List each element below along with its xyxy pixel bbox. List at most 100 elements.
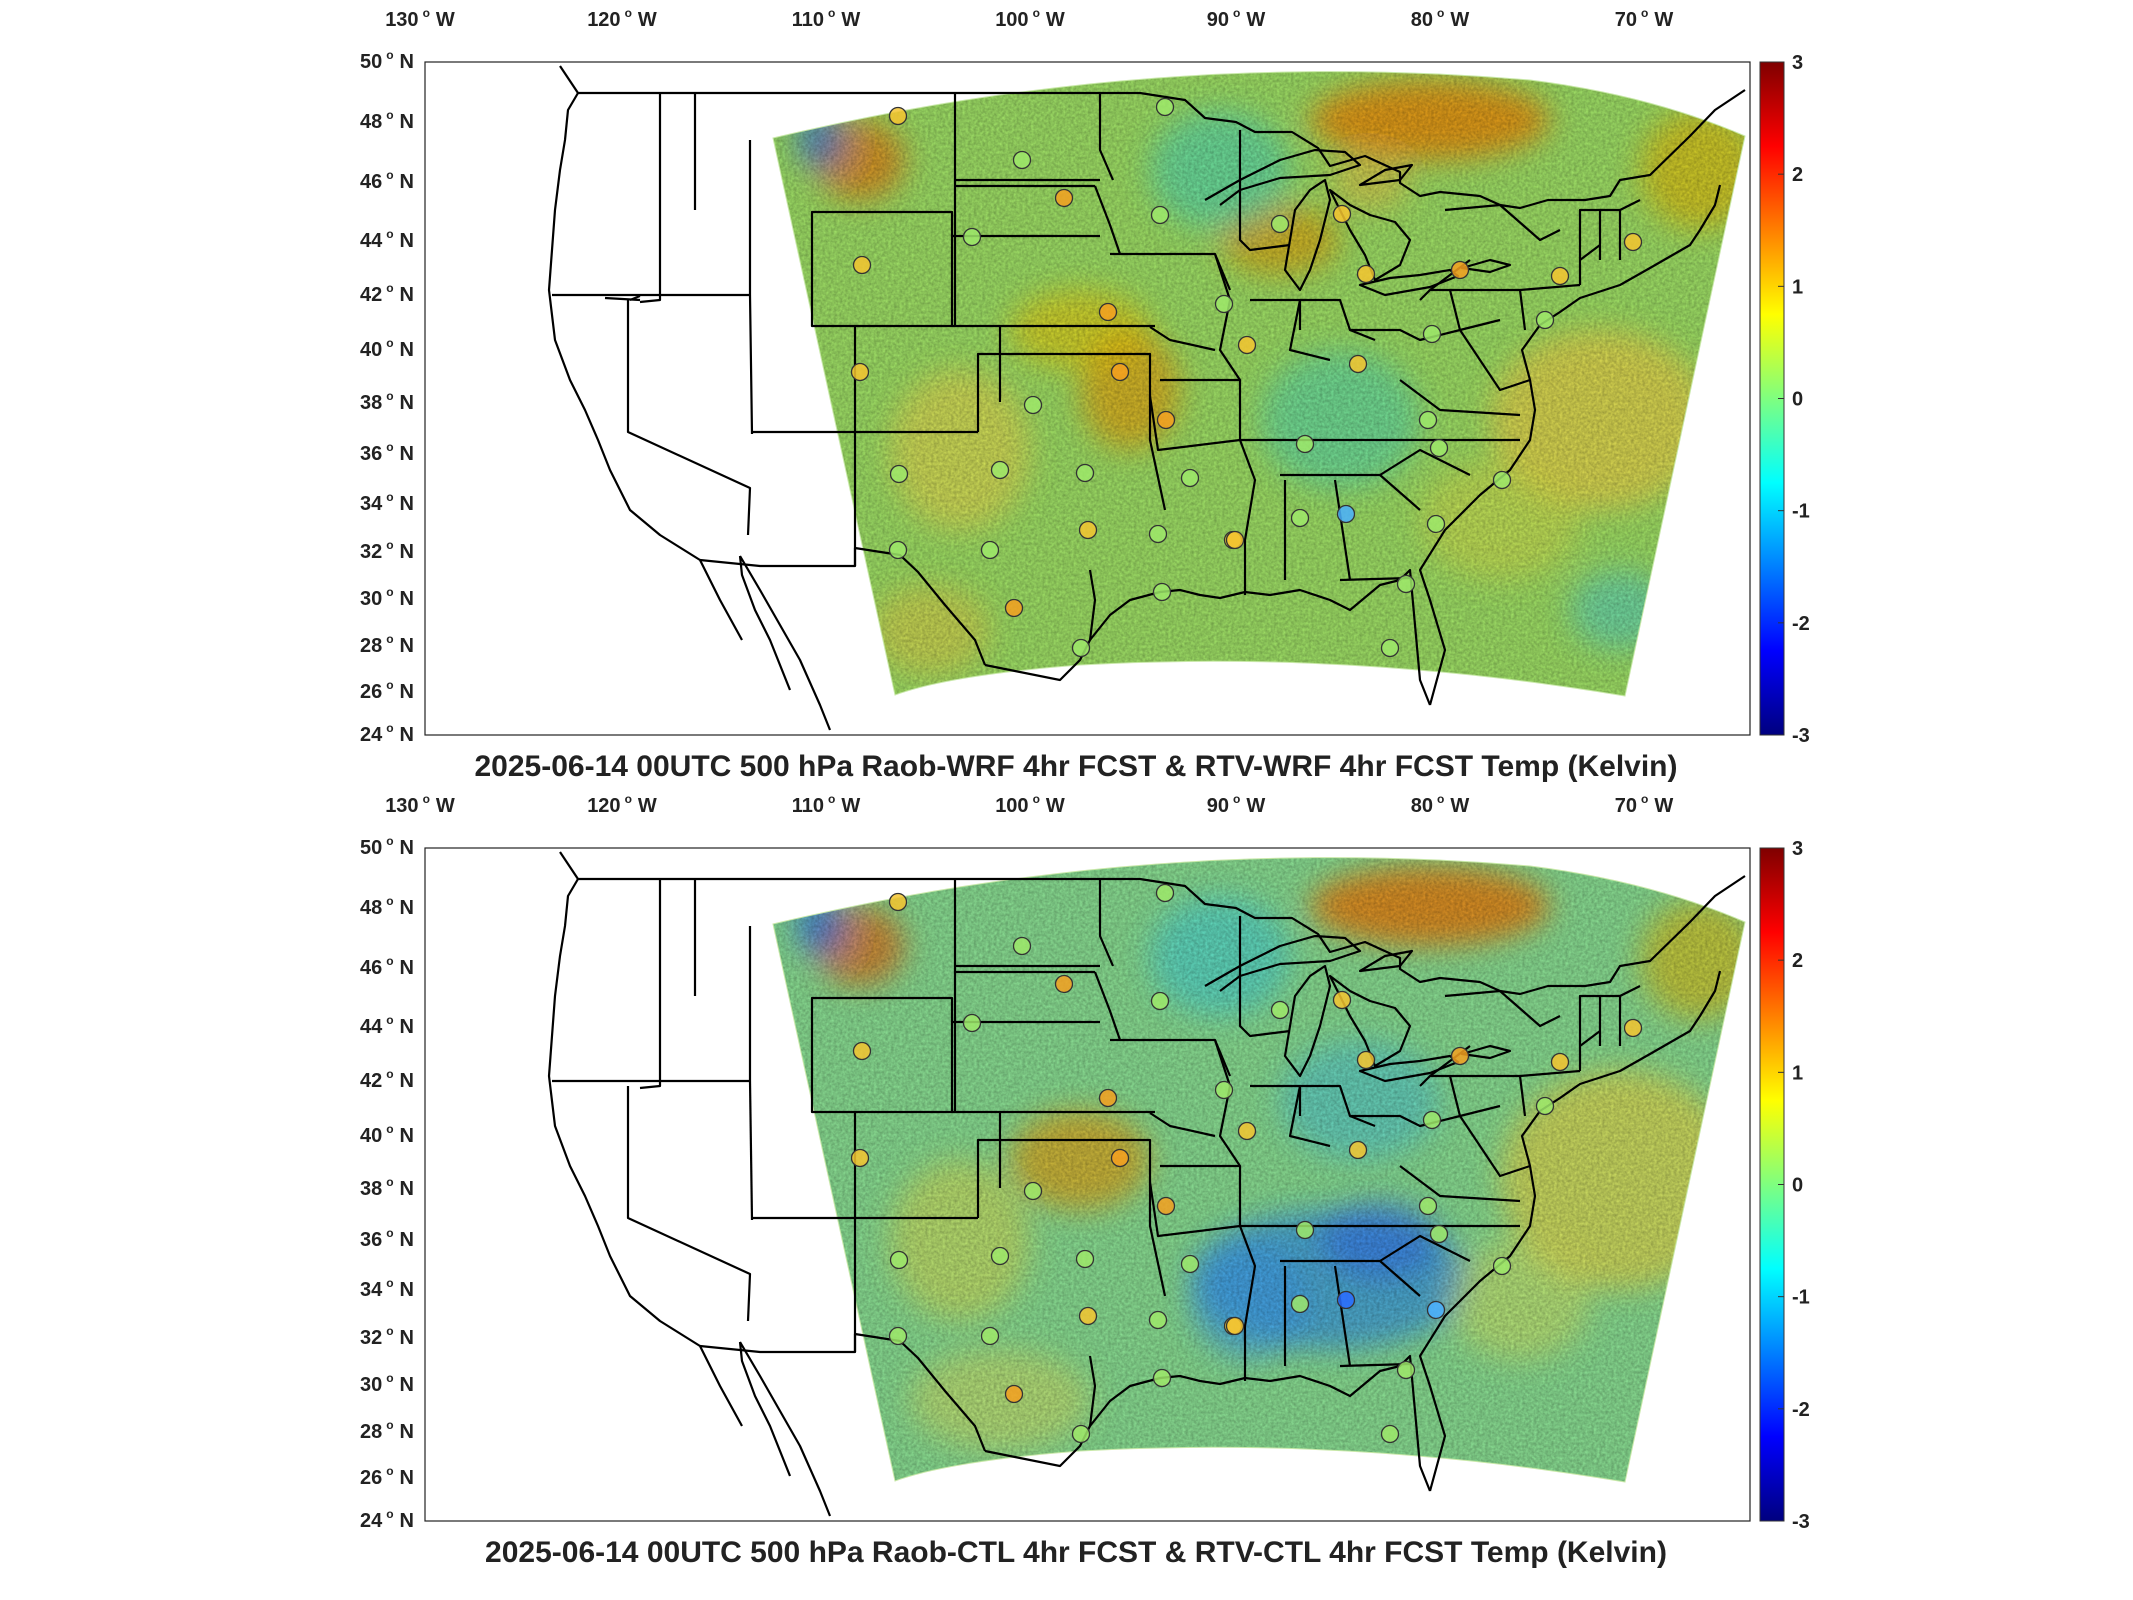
latitude-tick-label: 38 o N xyxy=(360,389,414,414)
raob-stations xyxy=(850,97,1643,658)
latitude-tick-label: 34 o N xyxy=(360,490,414,515)
raob-station-marker xyxy=(1336,504,1356,524)
latitude-tick-label: 28 o N xyxy=(360,632,414,657)
raob-station-marker xyxy=(850,1148,870,1168)
raob-station-marker xyxy=(1110,1148,1130,1168)
latitude-tick-label: 32 o N xyxy=(360,1324,414,1349)
raob-station-marker xyxy=(1396,1360,1416,1380)
longitude-tick-label: 120 o W xyxy=(587,792,657,817)
raob-station-marker xyxy=(1550,266,1570,286)
latitude-tick-label: 28 o N xyxy=(360,1418,414,1443)
raob-station-marker xyxy=(1356,1050,1376,1070)
longitude-ticks: 130 o W 120 o W 110 o W 100 o W 90 o W 80 o W 70 o W xyxy=(385,792,1673,817)
latitude-tick-label: 38 o N xyxy=(360,1175,414,1200)
raob-station-marker xyxy=(1422,324,1442,344)
longitude-ticks: 130 o W 120 o W 110 o W 100 o W 90 o W 80 o W 70 o W xyxy=(385,6,1673,31)
raob-station-marker xyxy=(1148,524,1168,544)
raob-station-marker xyxy=(1023,395,1043,415)
raob-station-marker xyxy=(1450,260,1470,280)
raob-station-marker xyxy=(1214,1080,1234,1100)
raob-station-marker xyxy=(1054,974,1074,994)
colorbar-tick-label: -2 xyxy=(1792,1399,1810,1421)
raob-station-marker xyxy=(1078,520,1098,540)
latitude-tick-label: 46 o N xyxy=(360,168,414,193)
latitude-ticks: 50 o N 48 o N 46 o N 44 o N 42 o N 40 o N 38 o N 36 o N 34 o N 32 o N… xyxy=(360,834,414,1532)
longitude-tick-label: 70 o W xyxy=(1615,792,1674,817)
raob-station-marker xyxy=(980,540,1000,560)
longitude-tick-label: 120 o W xyxy=(587,6,657,31)
raob-station-marker xyxy=(1214,294,1234,314)
raob-station-marker xyxy=(1071,638,1091,658)
raob-station-marker xyxy=(1075,1249,1095,1269)
raob-station-marker xyxy=(1492,1256,1512,1276)
raob-station-marker xyxy=(888,892,908,912)
raob-station-marker xyxy=(1004,1384,1024,1404)
latitude-tick-label: 36 o N xyxy=(360,440,414,465)
colorbar-tick-label: -2 xyxy=(1792,613,1810,635)
raob-station-marker xyxy=(1156,410,1176,430)
raob-station-marker xyxy=(1110,362,1130,382)
raob-station-marker xyxy=(888,1326,908,1346)
raob-station-marker xyxy=(852,1041,872,1061)
latitude-tick-label: 50 o N xyxy=(360,48,414,73)
raob-station-marker xyxy=(1237,335,1257,355)
raob-station-marker xyxy=(1623,232,1643,252)
latitude-tick-label: 42 o N xyxy=(360,281,414,306)
raob-station-marker xyxy=(852,255,872,275)
raob-station-marker xyxy=(850,362,870,382)
raob-station-marker xyxy=(1356,264,1376,284)
raob-station-marker xyxy=(1075,463,1095,483)
temperature-difference-field xyxy=(773,857,1745,1482)
raob-station-marker xyxy=(1152,1368,1172,1388)
raob-station-marker xyxy=(888,540,908,560)
colorbar-tick-label: -1 xyxy=(1792,1287,1810,1309)
raob-station-marker xyxy=(962,227,982,247)
raob-station-marker xyxy=(1623,1018,1643,1038)
raob-station-marker xyxy=(1071,1424,1091,1444)
latitude-tick-label: 48 o N xyxy=(360,894,414,919)
longitude-tick-label: 90 o W xyxy=(1207,792,1266,817)
raob-station-marker xyxy=(1336,1290,1356,1310)
longitude-tick-label: 100 o W xyxy=(995,792,1065,817)
longitude-tick-label: 130 o W xyxy=(385,6,455,31)
raob-station-marker xyxy=(1332,990,1352,1010)
longitude-tick-label: 100 o W xyxy=(995,6,1065,31)
longitude-tick-label: 70 o W xyxy=(1615,6,1674,31)
raob-station-marker xyxy=(1380,1424,1400,1444)
axes-frame xyxy=(424,61,1751,736)
longitude-tick-label: 130 o W xyxy=(385,792,455,817)
raob-station-marker xyxy=(990,1246,1010,1266)
raob-station-marker xyxy=(1550,1052,1570,1072)
latitude-tick-label: 30 o N xyxy=(360,1371,414,1396)
latitude-tick-label: 44 o N xyxy=(360,227,414,252)
raob-station-marker xyxy=(1156,1196,1176,1216)
raob-station-marker xyxy=(1098,302,1118,322)
raob-station-marker xyxy=(1290,1294,1310,1314)
raob-station-marker xyxy=(1429,1224,1449,1244)
temperature-difference-field xyxy=(773,71,1745,696)
latitude-tick-label: 30 o N xyxy=(360,585,414,610)
raob-station-marker xyxy=(1155,97,1175,117)
raob-station-marker xyxy=(1426,514,1446,534)
raob-station-marker xyxy=(889,464,909,484)
raob-station-marker xyxy=(1225,530,1245,550)
latitude-tick-label: 48 o N xyxy=(360,108,414,133)
raob-station-marker xyxy=(1004,598,1024,618)
raob-station-marker xyxy=(1155,883,1175,903)
raob-station-marker xyxy=(962,1013,982,1033)
raob-station-marker xyxy=(1054,188,1074,208)
map-panel-top: 130 o W 120 o W 110 o W 100 o W 90 o W 80 o W 70 o W 50 o N 48 o… xyxy=(360,6,1810,783)
raob-station-marker xyxy=(980,1326,1000,1346)
colorbar-tick-label: 2 xyxy=(1792,164,1803,186)
colorbar-tick-label: 3 xyxy=(1792,52,1803,74)
colorbar-bottom: 3 2 1 0 -1 -2 -3 xyxy=(1759,838,1810,1533)
raob-station-marker xyxy=(1290,508,1310,528)
raob-station-marker xyxy=(1535,1096,1555,1116)
longitude-tick-label: 110 o W xyxy=(792,6,861,31)
raob-station-marker xyxy=(1225,1316,1245,1336)
latitude-tick-label: 40 o N xyxy=(360,1122,414,1147)
raob-station-marker xyxy=(990,460,1010,480)
latitude-tick-label: 46 o N xyxy=(360,954,414,979)
latitude-tick-label: 24 o N xyxy=(360,721,414,746)
